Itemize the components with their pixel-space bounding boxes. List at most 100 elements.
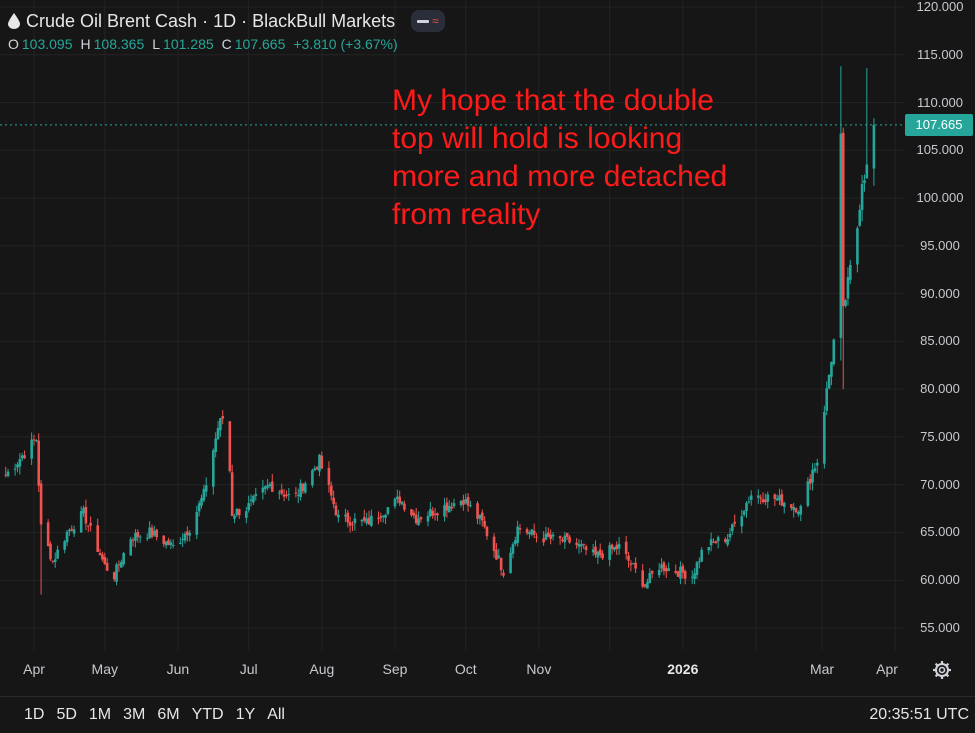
- candle-body: [320, 455, 324, 469]
- open-value: 103.095: [21, 36, 73, 52]
- candle-body: [577, 543, 581, 547]
- minus-icon[interactable]: [417, 19, 430, 23]
- candle-body: [379, 516, 383, 519]
- range-button-1d[interactable]: 1D: [24, 706, 45, 723]
- candle-body: [808, 478, 812, 484]
- candle-body: [794, 508, 798, 513]
- candle-body: [716, 537, 720, 542]
- price-tick-label: 115.000: [916, 46, 964, 62]
- range-button-ytd[interactable]: YTD: [191, 706, 224, 723]
- candle-body: [122, 553, 125, 565]
- candle-body: [827, 374, 831, 389]
- candle-body: [134, 532, 137, 541]
- candle-body: [301, 483, 305, 492]
- candle-body: [138, 536, 142, 538]
- candle-body: [167, 540, 170, 546]
- candle-body: [698, 561, 701, 563]
- candle-body: [4, 474, 7, 476]
- range-button-3m[interactable]: 3M: [123, 706, 146, 723]
- candle-body: [863, 180, 866, 184]
- candle-body: [39, 483, 43, 525]
- candle-body: [502, 572, 505, 576]
- candle-body: [679, 566, 682, 579]
- candle-body: [131, 539, 135, 541]
- candle-body: [212, 450, 215, 487]
- candle-body: [214, 438, 217, 452]
- candle-body: [447, 505, 451, 513]
- candle-body: [200, 498, 203, 506]
- candle-body: [452, 503, 456, 507]
- settings-icon[interactable]: [932, 660, 952, 680]
- candle-body: [646, 582, 649, 589]
- candle-body: [436, 513, 439, 516]
- candle-body: [254, 493, 258, 496]
- indicator-pill[interactable]: ≈: [411, 10, 445, 32]
- candle-body: [237, 509, 241, 516]
- candle-body: [188, 532, 192, 536]
- candle-body: [398, 496, 401, 504]
- candle-body: [662, 562, 666, 572]
- candle-body: [63, 541, 66, 550]
- candle-body: [726, 539, 729, 545]
- candle-body: [516, 526, 519, 543]
- candle-body: [384, 514, 387, 518]
- candle-body: [513, 540, 517, 545]
- candle-body: [53, 559, 57, 563]
- utc-clock[interactable]: 20:35:51 UTC: [869, 706, 969, 723]
- candle-body: [419, 516, 423, 520]
- candle-body: [35, 439, 38, 442]
- candle-body: [860, 184, 864, 211]
- candle-body: [204, 485, 208, 492]
- candle-body: [89, 522, 92, 526]
- change-value: +3.810 (+3.67%): [293, 36, 398, 52]
- candle-body: [693, 573, 696, 580]
- range-button-6m[interactable]: 6M: [157, 706, 180, 723]
- candle-body: [591, 549, 595, 553]
- candle-body: [568, 536, 571, 543]
- symbol-title[interactable]: Crude Oil Brent Cash · 1D · BlackBull Ma…: [26, 10, 396, 31]
- annotation-line: more and more detached: [392, 160, 728, 193]
- candle-body: [433, 513, 437, 515]
- candle-body: [792, 506, 795, 511]
- low-value: 101.285: [163, 36, 214, 52]
- candle-body: [728, 533, 732, 538]
- price-tick-label: 65.000: [920, 524, 960, 540]
- candle-body: [23, 455, 26, 459]
- time-tick-label: Apr: [876, 661, 898, 677]
- candle-body: [485, 526, 489, 537]
- candle-body: [476, 503, 479, 519]
- candle-body: [674, 571, 678, 573]
- candle-body: [643, 584, 647, 587]
- high-value: 108.365: [93, 36, 145, 52]
- price-tick-label: 55.000: [920, 620, 960, 635]
- range-button-1y[interactable]: 1Y: [235, 706, 256, 723]
- candle-body: [367, 517, 371, 525]
- bottom-toolbar: 1D 5D 1M 3M 6M YTD 1Y All 20:35:51 UTC: [0, 696, 975, 733]
- candle-body: [103, 556, 107, 564]
- range-button-5d[interactable]: 5D: [56, 706, 77, 723]
- candle-body: [318, 454, 321, 472]
- candle-body: [396, 496, 399, 499]
- candle-body: [285, 494, 288, 496]
- candle-body: [761, 499, 765, 503]
- time-tick-label: Sep: [382, 661, 408, 677]
- candle-body: [145, 537, 149, 539]
- text-annotation[interactable]: My hope that the double top will hold is…: [392, 82, 812, 234]
- range-button-1m[interactable]: 1M: [88, 706, 112, 723]
- range-button-all[interactable]: All: [267, 706, 285, 723]
- candle-body: [46, 522, 50, 546]
- candle-body: [712, 541, 715, 543]
- wave-icon[interactable]: ≈: [432, 14, 439, 28]
- candle-body: [362, 517, 366, 521]
- time-tick-label: Jun: [166, 661, 190, 677]
- candle-body: [657, 569, 661, 576]
- candle-body: [245, 511, 248, 518]
- candle-body: [37, 440, 41, 486]
- candle-body: [478, 514, 482, 519]
- candle-body: [575, 542, 578, 545]
- candle-body: [806, 481, 810, 506]
- candle-body: [315, 467, 319, 470]
- candle-body: [197, 503, 201, 512]
- candle-body: [528, 532, 531, 535]
